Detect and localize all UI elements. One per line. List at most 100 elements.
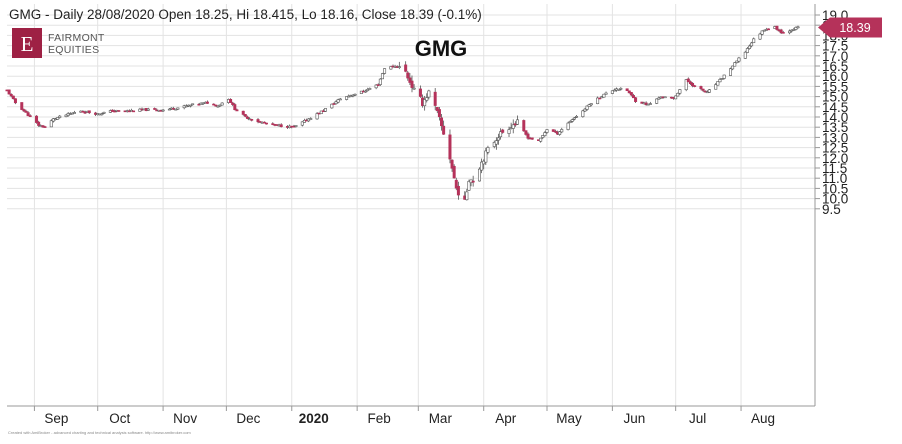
logo-letter: E bbox=[21, 32, 34, 56]
candle-down bbox=[522, 120, 526, 132]
candle-down bbox=[779, 29, 783, 34]
candle-up bbox=[492, 142, 496, 147]
candle-up bbox=[604, 92, 608, 95]
candle-up bbox=[610, 90, 614, 94]
y-tick-label: 13.0 bbox=[822, 130, 848, 145]
candle-down bbox=[775, 25, 779, 30]
chart-title: GMG bbox=[415, 36, 468, 61]
candle-down bbox=[24, 110, 28, 113]
y-tick-label: 11.5 bbox=[822, 161, 847, 176]
candle-up bbox=[737, 57, 741, 62]
candle-up bbox=[366, 88, 370, 91]
candle-down bbox=[83, 111, 87, 114]
candle-down bbox=[43, 126, 47, 128]
candle-up bbox=[539, 137, 543, 142]
candle-down bbox=[13, 98, 17, 104]
candle-up bbox=[596, 97, 600, 105]
candle-up bbox=[482, 160, 486, 165]
candle-up bbox=[389, 66, 393, 70]
candle-down bbox=[153, 108, 157, 110]
candle-up bbox=[383, 68, 387, 74]
candle-up bbox=[794, 26, 798, 30]
y-tick-label: 10.5 bbox=[822, 181, 848, 196]
candle-down bbox=[233, 104, 237, 111]
candle-down bbox=[448, 134, 452, 160]
candle-down bbox=[598, 97, 602, 100]
candle-up bbox=[792, 29, 796, 31]
candle-up bbox=[486, 147, 490, 153]
candle-up bbox=[560, 129, 564, 133]
candle-down bbox=[526, 133, 530, 139]
chart-header: GMG - Daily 28/08/2020 Open 18.25, Hi 18… bbox=[9, 7, 482, 22]
candle-down bbox=[553, 130, 557, 133]
candle-down bbox=[279, 124, 283, 128]
candle-down bbox=[35, 115, 39, 123]
y-axis-ticks: 9.510.010.511.011.512.012.513.013.514.01… bbox=[815, 8, 848, 217]
candle-up bbox=[541, 135, 545, 138]
x-tick-label: 2020 bbox=[299, 411, 329, 426]
y-tick-label: 14.5 bbox=[822, 100, 848, 115]
candle-down bbox=[452, 166, 456, 179]
candle-up bbox=[72, 112, 76, 114]
candle-down bbox=[688, 81, 692, 85]
candle-up bbox=[477, 168, 481, 182]
candle-up bbox=[743, 51, 747, 59]
candle-up bbox=[684, 79, 688, 91]
y-tick-label: 16.0 bbox=[822, 69, 848, 84]
x-tick-label: Jul bbox=[689, 411, 706, 426]
x-tick-label: May bbox=[556, 411, 582, 426]
candle-down bbox=[28, 115, 32, 117]
candle-down bbox=[9, 93, 13, 97]
candle-down bbox=[435, 107, 439, 112]
y-tick-label: 15.0 bbox=[822, 90, 848, 105]
candle-down bbox=[81, 110, 85, 113]
candle-down bbox=[629, 92, 633, 96]
candle-down bbox=[410, 80, 414, 88]
x-tick-label: Sep bbox=[44, 411, 68, 426]
candle-up bbox=[102, 111, 106, 114]
candle-up bbox=[465, 191, 469, 201]
candle-up bbox=[423, 99, 427, 107]
candle-up bbox=[189, 104, 193, 107]
candle-up bbox=[167, 108, 171, 111]
candle-up bbox=[720, 78, 724, 80]
candle-down bbox=[625, 88, 629, 91]
candle-up bbox=[655, 98, 659, 104]
grid-lines bbox=[7, 4, 815, 406]
candle-up bbox=[174, 108, 178, 111]
candle-up bbox=[752, 38, 756, 44]
candle-up bbox=[714, 84, 718, 90]
x-tick-label: Nov bbox=[173, 411, 197, 426]
candle-down bbox=[37, 121, 41, 126]
candle-up bbox=[515, 119, 519, 125]
candle-down bbox=[212, 103, 216, 106]
candle-up bbox=[302, 120, 306, 123]
candle-down bbox=[781, 32, 785, 34]
candle-up bbox=[336, 99, 340, 103]
candle-down bbox=[440, 117, 444, 127]
y-tick-label: 11.0 bbox=[822, 171, 847, 186]
last-price-tag: 18.39 bbox=[818, 17, 882, 38]
candle-up bbox=[707, 89, 711, 93]
candle-down bbox=[241, 110, 245, 115]
candle-up bbox=[722, 74, 726, 79]
candle-down bbox=[264, 122, 268, 125]
candle-up bbox=[716, 81, 720, 86]
candle-up bbox=[100, 113, 104, 116]
candle-up bbox=[796, 26, 800, 29]
candle-down bbox=[22, 109, 26, 112]
candle-up bbox=[575, 116, 579, 118]
candle-up bbox=[484, 150, 488, 163]
candle-down bbox=[454, 179, 458, 189]
x-tick-label: Jun bbox=[623, 411, 645, 426]
candle-up bbox=[581, 110, 585, 117]
candle-up bbox=[747, 45, 751, 49]
candle-down bbox=[686, 78, 690, 83]
candle-down bbox=[262, 121, 266, 124]
candle-up bbox=[220, 102, 224, 106]
candle-up bbox=[758, 33, 762, 40]
candle-down bbox=[699, 86, 703, 90]
candle-down bbox=[132, 110, 136, 113]
candle-up bbox=[583, 108, 587, 112]
